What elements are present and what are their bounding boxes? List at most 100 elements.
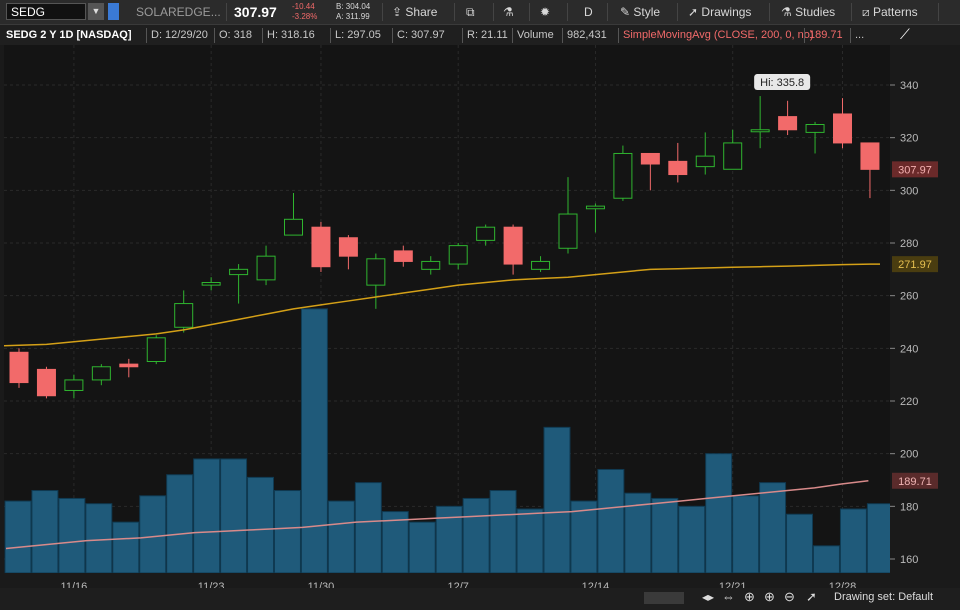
candle-body [668, 160, 688, 176]
candle-body [174, 303, 194, 328]
patterns-icon: ⧄ [862, 5, 870, 19]
candle-body [36, 368, 56, 397]
style-button[interactable]: ✎ Style [620, 0, 660, 24]
candle-body [91, 366, 111, 381]
candle-body [146, 337, 166, 362]
volume-bar [327, 500, 355, 574]
symbol-dropdown-button[interactable]: ▼ [88, 3, 104, 20]
volume-bar [220, 458, 248, 574]
volume-bar [866, 503, 894, 574]
candle-body [393, 250, 413, 262]
symbol-input[interactable]: SEDG [6, 3, 86, 20]
candle [805, 121, 825, 154]
volume-bar [705, 453, 733, 574]
period-button[interactable]: D [584, 5, 593, 19]
volume-bar [300, 308, 328, 574]
crosshair-icon[interactable]: ⊕ [744, 589, 755, 604]
candle [338, 235, 358, 270]
candle-body [833, 113, 852, 144]
candle-body [284, 218, 303, 236]
scroll-left-icon[interactable]: ◂▸ [702, 590, 715, 604]
pan-icon[interactable]: ⇔ [722, 589, 735, 604]
candle [36, 366, 56, 399]
last-price-tag: 307.97 [898, 164, 932, 176]
ask-price: A: 311.99 [336, 12, 370, 21]
candle [91, 364, 111, 386]
candle [531, 256, 551, 272]
hi-label-box [754, 74, 811, 91]
zoom-out-icon[interactable]: ⊖ [784, 589, 795, 604]
candle-body [119, 363, 139, 368]
studies-label: Studies [795, 5, 836, 19]
price-tick-label: 340 [900, 80, 918, 92]
volume-bar [759, 482, 787, 574]
info-study: SimpleMovingAvg (CLOSE, 200, 0, no) [618, 28, 814, 43]
volume-bar [4, 500, 32, 574]
candle [860, 142, 880, 199]
flask-button[interactable]: ⚗ [503, 0, 514, 24]
candle [695, 132, 715, 175]
volume-bar [408, 521, 436, 574]
share-button[interactable]: ⇪ Share [392, 0, 437, 24]
volume-bar [678, 505, 706, 574]
volume-bar [193, 458, 221, 574]
cursor-icon: ➚ [688, 5, 699, 19]
pointer-icon[interactable]: ➚ [806, 589, 817, 604]
change-percent: -3.28% [292, 12, 318, 21]
candle-body [613, 152, 633, 199]
candle [421, 256, 441, 275]
candle [585, 203, 605, 233]
candle [284, 192, 303, 236]
style-icon: ✎ [620, 5, 631, 19]
volume-bar [597, 468, 625, 574]
info-high: H: 318.16 [262, 28, 315, 43]
candle-body [201, 282, 221, 286]
drawings-button[interactable]: ➚ Drawings [688, 0, 751, 24]
candle-body [229, 268, 249, 276]
volume-bar [381, 511, 409, 574]
candle [448, 243, 468, 270]
info-more[interactable]: ... [850, 28, 864, 43]
studies-button[interactable]: ⚗ Studies [781, 0, 835, 24]
candle [778, 100, 798, 136]
volume-bar [85, 503, 113, 574]
snapshot-button[interactable]: ⧉ [466, 0, 475, 24]
flask-icon: ⚗ [503, 5, 514, 19]
volume-bar [813, 545, 840, 574]
candle [503, 224, 523, 275]
patterns-button[interactable]: ⧄ Patterns [862, 0, 918, 24]
volume-bar [543, 426, 571, 574]
candle-body [860, 142, 880, 170]
share-label: Share [405, 5, 438, 19]
link-icon[interactable] [108, 3, 119, 20]
last-price-tag-box [892, 161, 938, 178]
info-volume-value: 982,431 [562, 28, 607, 43]
chart-edit-icon[interactable]: ⟋ [900, 26, 910, 42]
volume-bar [839, 508, 867, 574]
candle [668, 142, 688, 183]
candle [476, 224, 496, 246]
volume-bar [732, 495, 760, 574]
price-tick-label: 260 [900, 291, 918, 303]
sma-tag-box [892, 256, 938, 273]
price-tick-label: 320 [900, 133, 918, 145]
bid-price: B: 304.04 [336, 2, 371, 11]
last-price: 307.97 [234, 4, 277, 20]
gear-icon: ✹ [540, 5, 551, 19]
candle-body [750, 129, 770, 133]
candle-body [311, 226, 331, 268]
drawing-set-label[interactable]: Drawing set: Default [834, 591, 934, 603]
zoom-in-icon[interactable]: ⊕ [764, 589, 775, 604]
chart-title: SEDG 2 Y 1D [NASDAQ] [6, 29, 132, 41]
scrollbar-thumb[interactable] [644, 592, 684, 604]
volume-sma-line [5, 480, 869, 550]
chart-area: 340 320 300 280 260 240 220 200 180 160 11/16 11/23… [3, 45, 956, 600]
price-tick-label: 280 [900, 238, 918, 250]
volume-bar [112, 521, 140, 574]
volume-bar [247, 476, 275, 574]
candle-body [503, 226, 523, 265]
candle [256, 245, 276, 286]
candle [640, 152, 660, 191]
settings-button[interactable]: ✹ [540, 0, 550, 24]
